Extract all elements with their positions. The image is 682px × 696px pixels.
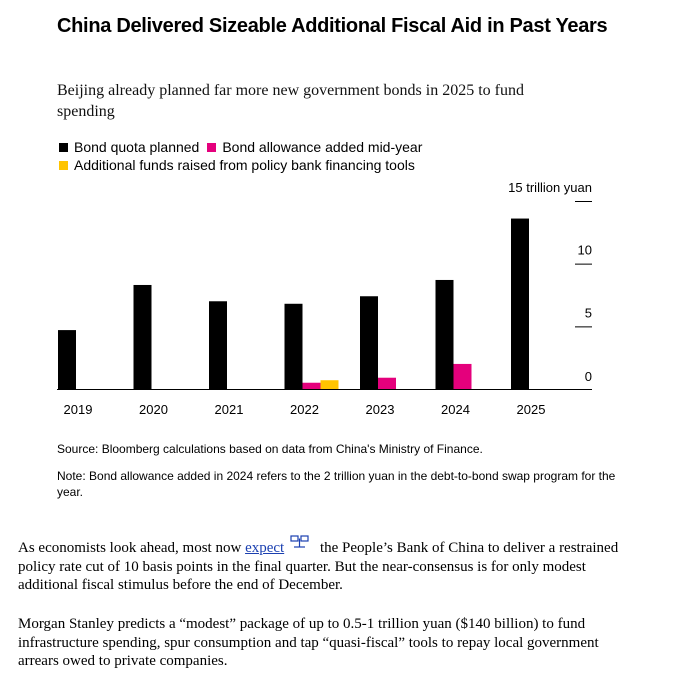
bar-chart: 2019 2020 2021 2022 2023 2024 2025 15 trillion … bbox=[57, 180, 592, 417]
bar-bond-quota-planned-2021 bbox=[209, 301, 227, 389]
x-tick-label-2025: 2025 bbox=[517, 402, 546, 417]
bar-bond-quota-planned-2019 bbox=[58, 330, 76, 389]
chart-title: China Delivered Sizeable Additional Fisc… bbox=[57, 15, 608, 37]
y-tick-label-10: 10 bbox=[578, 243, 592, 258]
legend-label-policy-bank: Additional funds raised from policy bank… bbox=[74, 157, 415, 173]
x-tick-label-2024: 2024 bbox=[441, 402, 470, 417]
paragraph-1-start: As economists look ahead, most now bbox=[18, 540, 246, 556]
bar-bond-allowance-added-mid-year-2022 bbox=[302, 382, 321, 389]
legend-swatch-bond-allowance bbox=[207, 142, 217, 152]
bar-bond-quota-planned-2022 bbox=[284, 303, 303, 389]
x-tick-label-2019: 2019 bbox=[64, 402, 93, 417]
legend-swatch-policy-bank bbox=[59, 160, 68, 170]
legend-label-bond-allowance: Bond allowance added mid-year bbox=[222, 139, 423, 155]
bar-additional-funds-raised-from-policy-bank-financing-tools-2022 bbox=[320, 380, 339, 389]
article-paragraph-1: As economists look ahead, most now expec… bbox=[18, 535, 638, 595]
legend-swatch-bond-quota bbox=[59, 142, 68, 152]
bar-bond-quota-planned-2020 bbox=[133, 284, 152, 389]
chart-legend: Bond quota planned Bond allowance added … bbox=[59, 138, 430, 174]
legend-item-policy-bank: Additional funds raised from policy bank… bbox=[59, 157, 415, 173]
y-tick-label-0: 0 bbox=[585, 369, 592, 384]
x-tick-label-2023: 2023 bbox=[366, 402, 395, 417]
bar-bond-allowance-added-mid-year-2024 bbox=[453, 363, 472, 389]
x-tick-label-2022: 2022 bbox=[290, 402, 319, 417]
legend-item-bond-quota: Bond quota planned bbox=[59, 139, 199, 155]
legend-label-bond-quota: Bond quota planned bbox=[74, 139, 200, 155]
x-tick-label-2021: 2021 bbox=[215, 402, 244, 417]
article-paragraph-2: Morgan Stanley predicts a “modest” packa… bbox=[18, 616, 599, 669]
y-tick-label-5: 5 bbox=[585, 305, 592, 320]
y-tick-label-15: 15 trillion yuan bbox=[508, 180, 592, 195]
paragraph-1-end: the People’s Bank of China to deliver a … bbox=[18, 540, 619, 593]
x-tick-label-2020: 2020 bbox=[139, 402, 168, 417]
bar-bond-quota-planned-2025 bbox=[511, 218, 529, 389]
legend-item-bond-allowance: Bond allowance added mid-year bbox=[207, 139, 422, 155]
chart-note: Note: Bond allowance added in 2024 refer… bbox=[57, 469, 616, 499]
chart-subtitle: Beijing already planned far more new gov… bbox=[57, 82, 524, 120]
expect-link[interactable]: expect bbox=[245, 540, 285, 556]
chart-source: Source: Bloomberg calculations based on … bbox=[57, 442, 483, 456]
bar-bond-allowance-added-mid-year-2023 bbox=[378, 377, 396, 389]
bar-bond-quota-planned-2024 bbox=[435, 279, 454, 389]
compare-icon[interactable] bbox=[290, 535, 310, 555]
bar-bond-quota-planned-2023 bbox=[360, 296, 378, 389]
